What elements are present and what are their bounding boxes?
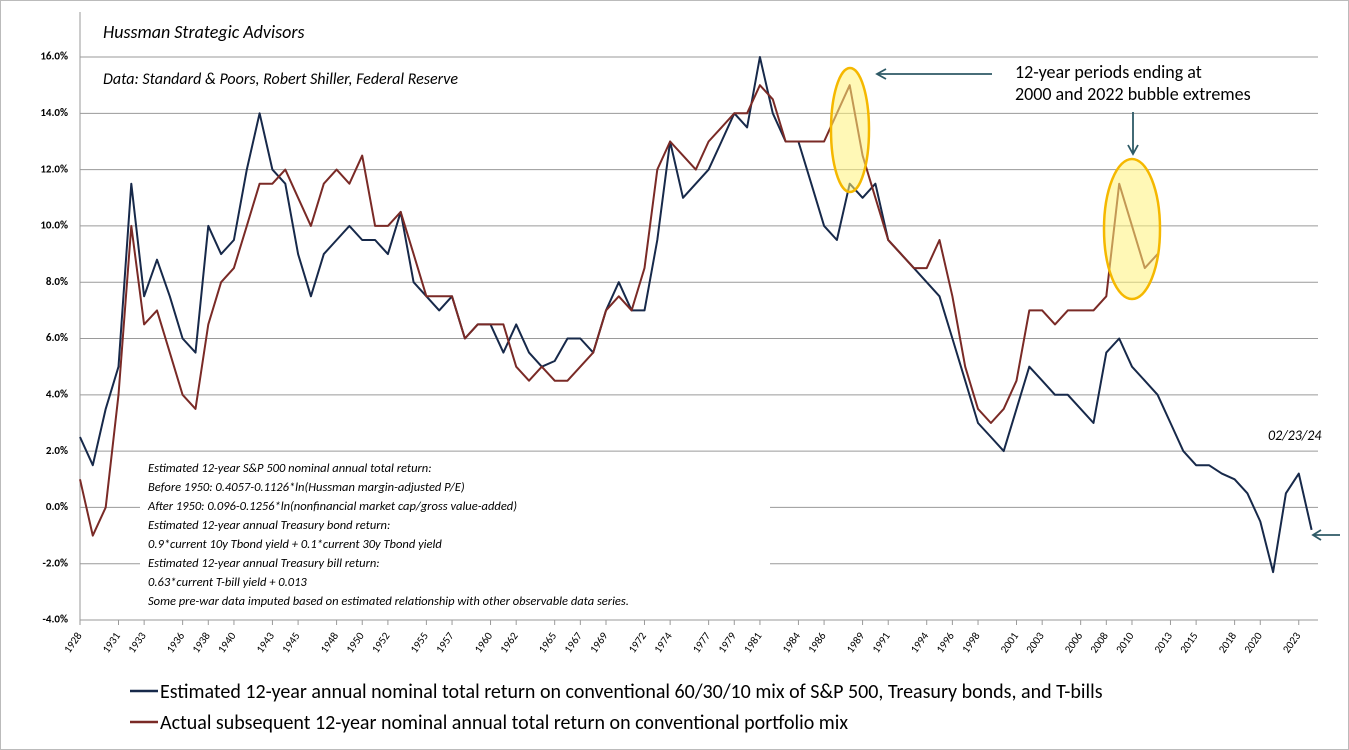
series-line bbox=[79, 56, 1313, 574]
chart-title: Hussman Strategic Advisors bbox=[103, 21, 305, 43]
chart-subtitle: Data: Standard & Poors, Robert Shiller, … bbox=[103, 70, 458, 89]
note: Estimated 12-year annual Treasury bill r… bbox=[148, 556, 380, 571]
y-tick-label: 2.0% bbox=[46, 444, 68, 457]
notes: Estimated 12-year S&P 500 nominal annual… bbox=[147, 461, 629, 609]
note: After 1950: 0.096-0.1256*ln(nonfinancial… bbox=[147, 499, 517, 514]
note: 0.63*current T-bill yield + 0.013 bbox=[148, 575, 307, 590]
legend-label: Estimated 12-year annual nominal total r… bbox=[160, 680, 1103, 704]
y-tick-label: 10.0% bbox=[40, 219, 68, 232]
y-tick-label: 8.0% bbox=[46, 275, 68, 288]
legend-label: Actual subsequent 12-year nominal annual… bbox=[160, 711, 848, 735]
legend: Estimated 12-year annual nominal total r… bbox=[130, 680, 1103, 735]
y-tick-label: 0.0% bbox=[46, 500, 68, 513]
note: 0.9*current 10y Tbond yield + 0.1*curren… bbox=[148, 537, 442, 552]
note: Before 1950: 0.4057-0.1126*ln(Hussman ma… bbox=[148, 480, 465, 495]
y-tick-label: 14.0% bbox=[40, 106, 68, 119]
arrows bbox=[875, 68, 1340, 541]
note: Estimated 12-year S&P 500 nominal annual… bbox=[148, 461, 432, 476]
y-tick-label: 12.0% bbox=[40, 162, 68, 175]
lines bbox=[79, 56, 1313, 574]
notes-box bbox=[140, 455, 770, 615]
highlight bbox=[829, 66, 871, 194]
callout: 2000 and 2022 bubble extremes bbox=[1015, 83, 1251, 105]
note: Estimated 12-year annual Treasury bond r… bbox=[148, 518, 390, 533]
note: Some pre-war data imputed based on estim… bbox=[148, 594, 629, 609]
highlight bbox=[1102, 157, 1162, 301]
series-line bbox=[79, 84, 1159, 537]
arrow-head bbox=[875, 68, 887, 80]
arrow-head bbox=[1311, 529, 1322, 541]
y-tick-label: 6.0% bbox=[46, 331, 68, 344]
callout: 12-year periods ending at bbox=[1015, 61, 1202, 83]
y-tick-label: -4.0% bbox=[43, 613, 68, 626]
y-tick-label: 4.0% bbox=[46, 387, 68, 400]
arrow-head bbox=[1127, 144, 1139, 156]
y-tick-label: -2.0% bbox=[43, 556, 68, 569]
y-tick-label: 16.0% bbox=[40, 50, 68, 63]
date-label: 02/23/24 bbox=[1268, 427, 1322, 444]
